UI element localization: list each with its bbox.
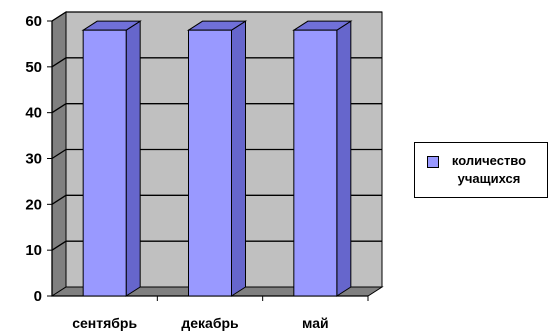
x-tick-label: декабрь: [181, 315, 239, 331]
y-tick-label: 40: [25, 105, 42, 122]
bar: [293, 29, 338, 297]
gridline: [51, 57, 382, 68]
x-tick-label: сентябрь: [72, 315, 137, 331]
legend: количество учащихся: [414, 142, 548, 198]
bar: [188, 29, 232, 297]
y-tick-label: 20: [25, 196, 42, 213]
y-tick-label: 50: [25, 59, 42, 76]
y-tick-label: 10: [25, 242, 42, 259]
bar-side: [231, 20, 246, 297]
bar: [82, 29, 127, 297]
gridline: [51, 194, 382, 205]
y-tick-label: 30: [25, 151, 42, 168]
legend-item: количество учащихся: [427, 152, 535, 188]
gridline: [51, 148, 382, 160]
gridline: [51, 103, 382, 114]
x-tick-label: май: [302, 315, 329, 331]
legend-swatch: [427, 156, 439, 168]
gridline: [51, 240, 382, 251]
bar-side: [125, 20, 141, 297]
bar-side: [336, 20, 352, 297]
legend-label: количество учащихся: [451, 153, 527, 186]
gridline: [51, 11, 382, 22]
y-tick-label: 60: [25, 13, 42, 30]
y-tick-label: 0: [34, 288, 42, 305]
